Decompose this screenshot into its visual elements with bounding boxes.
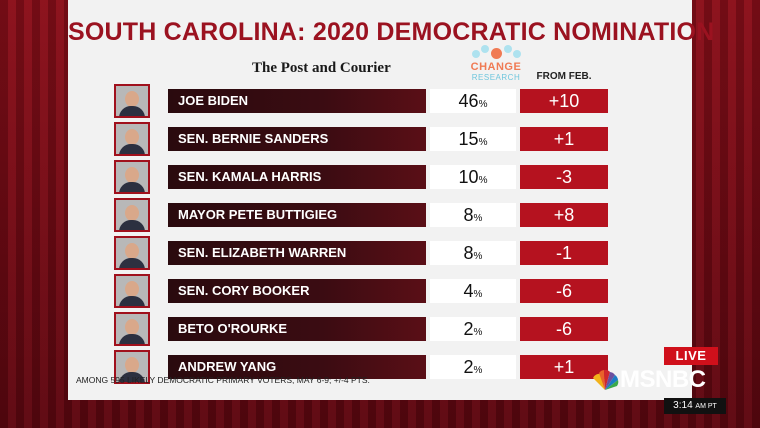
network-name: MSNBC [620, 366, 706, 393]
candidate-photo [114, 236, 150, 270]
live-badge: LIVE [664, 347, 718, 365]
percent-sign: % [473, 213, 483, 224]
candidate-percent: 8% [430, 203, 516, 227]
change-from-feb: +1 [520, 355, 608, 379]
candidate-photo [114, 122, 150, 156]
percent-value: 46 [458, 91, 479, 111]
poll-row: SEN. CORY BOOKER 4% -6 [68, 274, 692, 308]
percent-value: 4 [463, 281, 474, 301]
change-from-feb: -1 [520, 241, 608, 265]
poll-row: SEN. ELIZABETH WARREN 8% -1 [68, 236, 692, 270]
candidate-photo [114, 160, 150, 194]
change-research-logo: CHANGE RESEARCH [464, 44, 528, 84]
percent-sign: % [473, 289, 483, 300]
poll-row: SEN. BERNIE SANDERS 15% +1 [68, 122, 692, 156]
percent-value: 15 [458, 129, 479, 149]
candidate-name: SEN. ELIZABETH WARREN [168, 241, 426, 265]
candidate-percent: 46% [430, 89, 516, 113]
candidate-percent: 8% [430, 241, 516, 265]
clock-zone: AM PT [695, 403, 717, 410]
percent-value: 10 [458, 167, 479, 187]
percent-sign: % [478, 175, 488, 186]
graphic-title: SOUTH CAROLINA: 2020 DEMOCRATIC NOMINATI… [68, 18, 715, 46]
poll-row: BETO O'ROURKE 2% -6 [68, 312, 692, 346]
change-research-subname: RESEARCH [471, 73, 521, 82]
clock-time: 3:14 [673, 400, 693, 411]
change-column-header: FROM FEB. [536, 71, 592, 82]
poll-graphic: SOUTH CAROLINA: 2020 DEMOCRATIC NOMINATI… [68, 0, 715, 400]
candidate-name: MAYOR PETE BUTTIGIEG [168, 203, 426, 227]
candidate-percent: 2% [430, 355, 516, 379]
candidate-name: ANDREW YANG [168, 355, 426, 379]
candidate-percent: 2% [430, 317, 516, 341]
percent-value: 8 [463, 243, 474, 263]
msnbc-logo: MSNBC [590, 366, 730, 396]
poll-row: ANDREW YANG 2% +1 [68, 350, 692, 384]
peacock-icon [593, 369, 619, 390]
change-from-feb: +1 [520, 127, 608, 151]
change-from-feb: -6 [520, 279, 608, 303]
percent-sign: % [473, 251, 483, 262]
candidate-photo [114, 312, 150, 346]
change-from-feb: +8 [520, 203, 608, 227]
poll-footnote: AMONG 595 LIKELY DEMOCRATIC PRIMARY VOTE… [76, 375, 370, 385]
percent-value: 8 [463, 205, 474, 225]
candidate-name: BETO O'ROURKE [168, 317, 426, 341]
poll-row: SEN. KAMALA HARRIS 10% -3 [68, 160, 692, 194]
percent-value: 2 [463, 357, 474, 377]
percent-sign: % [478, 137, 488, 148]
percent-sign: % [473, 365, 483, 376]
candidate-percent: 4% [430, 279, 516, 303]
poll-row: MAYOR PETE BUTTIGIEG 8% +8 [68, 198, 692, 232]
change-research-dots-icon [470, 44, 522, 60]
post-and-courier-logo: The Post and Courier [252, 60, 391, 76]
candidate-percent: 15% [430, 127, 516, 151]
candidate-photo [114, 274, 150, 308]
percent-sign: % [473, 327, 483, 338]
candidate-percent: 10% [430, 165, 516, 189]
change-from-feb: +10 [520, 89, 608, 113]
candidate-photo [114, 198, 150, 232]
candidate-name: SEN. BERNIE SANDERS [168, 127, 426, 151]
poll-row: JOE BIDEN 46% +10 [68, 84, 692, 118]
candidate-name: SEN. CORY BOOKER [168, 279, 426, 303]
change-from-feb: -6 [520, 317, 608, 341]
candidate-photo [114, 84, 150, 118]
percent-value: 2 [463, 319, 474, 339]
change-research-name: CHANGE [470, 61, 522, 73]
candidate-name: JOE BIDEN [168, 89, 426, 113]
percent-sign: % [478, 99, 488, 110]
change-from-feb: -3 [520, 165, 608, 189]
candidate-name: SEN. KAMALA HARRIS [168, 165, 426, 189]
candidate-photo [114, 350, 150, 384]
clock: 3:14 AM PT [664, 398, 726, 414]
